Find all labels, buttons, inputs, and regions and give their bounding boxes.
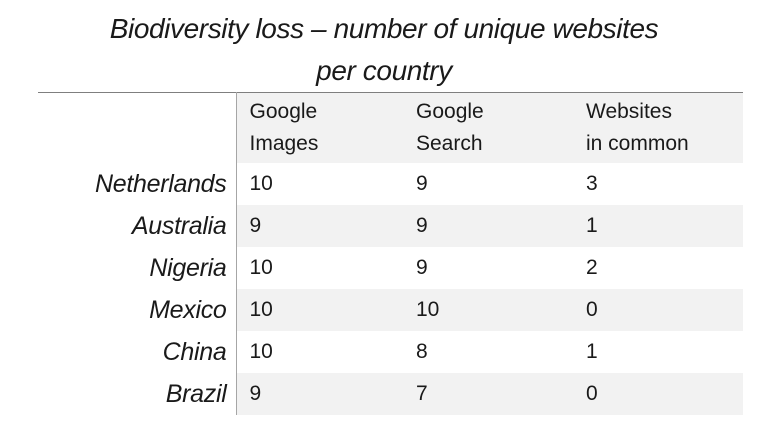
column-header-line: Images	[249, 132, 319, 155]
cell-websites-in-common: 2	[573, 247, 743, 289]
cell-websites-in-common: 1	[573, 205, 743, 247]
table-row-china: China 10 8 1	[38, 331, 743, 373]
column-header-line: Websites	[586, 100, 672, 123]
data-table: Google Images Google Search Websites in …	[38, 92, 743, 415]
cell-websites-in-common: 0	[573, 373, 743, 415]
row-label: Brazil	[38, 373, 237, 415]
column-header-line: Search	[416, 132, 483, 155]
column-header-google-search: Google Search	[403, 92, 573, 163]
header-row: Google Images Google Search Websites in …	[38, 92, 743, 163]
cell-google-images: 10	[236, 331, 403, 373]
column-header-line: in common	[586, 132, 689, 155]
cell-google-search: 9	[403, 247, 573, 289]
chart-title-line1: Biodiversity loss – number of unique web…	[109, 13, 659, 44]
cell-websites-in-common: 1	[573, 331, 743, 373]
cell-google-images: 9	[236, 373, 403, 415]
cell-websites-in-common: 0	[573, 289, 743, 331]
cell-google-images: 10	[236, 247, 403, 289]
column-header-line: Google	[249, 100, 318, 123]
cell-google-search: 9	[403, 163, 573, 205]
cell-google-search: 10	[403, 289, 573, 331]
cell-google-images: 9	[236, 205, 403, 247]
row-label: Nigeria	[38, 247, 237, 289]
header-empty-cell	[38, 92, 237, 163]
table-row-australia: Australia 9 9 1	[38, 205, 743, 247]
column-header-google-images: Google Images	[236, 92, 403, 163]
table-row-nigeria: Nigeria 10 9 2	[38, 247, 743, 289]
table-row-mexico: Mexico 10 10 0	[38, 289, 743, 331]
cell-google-images: 10	[236, 289, 403, 331]
row-label: Australia	[38, 205, 237, 247]
cell-google-search: 9	[403, 205, 573, 247]
chart-title-line2: per country	[316, 55, 452, 86]
table-row-netherlands: Netherlands 10 9 3	[38, 163, 743, 205]
cell-websites-in-common: 3	[573, 163, 743, 205]
column-header-websites-in-common: Websites in common	[573, 92, 743, 163]
table-row-brazil: Brazil 9 7 0	[38, 373, 743, 415]
row-label: Netherlands	[38, 163, 237, 205]
row-label: Mexico	[38, 289, 237, 331]
column-header-line: Google	[416, 100, 484, 123]
row-label: China	[38, 331, 237, 373]
chart-title: Biodiversity loss – number of unique web…	[0, 0, 768, 92]
cell-google-search: 8	[403, 331, 573, 373]
cell-google-images: 10	[236, 163, 403, 205]
cell-google-search: 7	[403, 373, 573, 415]
